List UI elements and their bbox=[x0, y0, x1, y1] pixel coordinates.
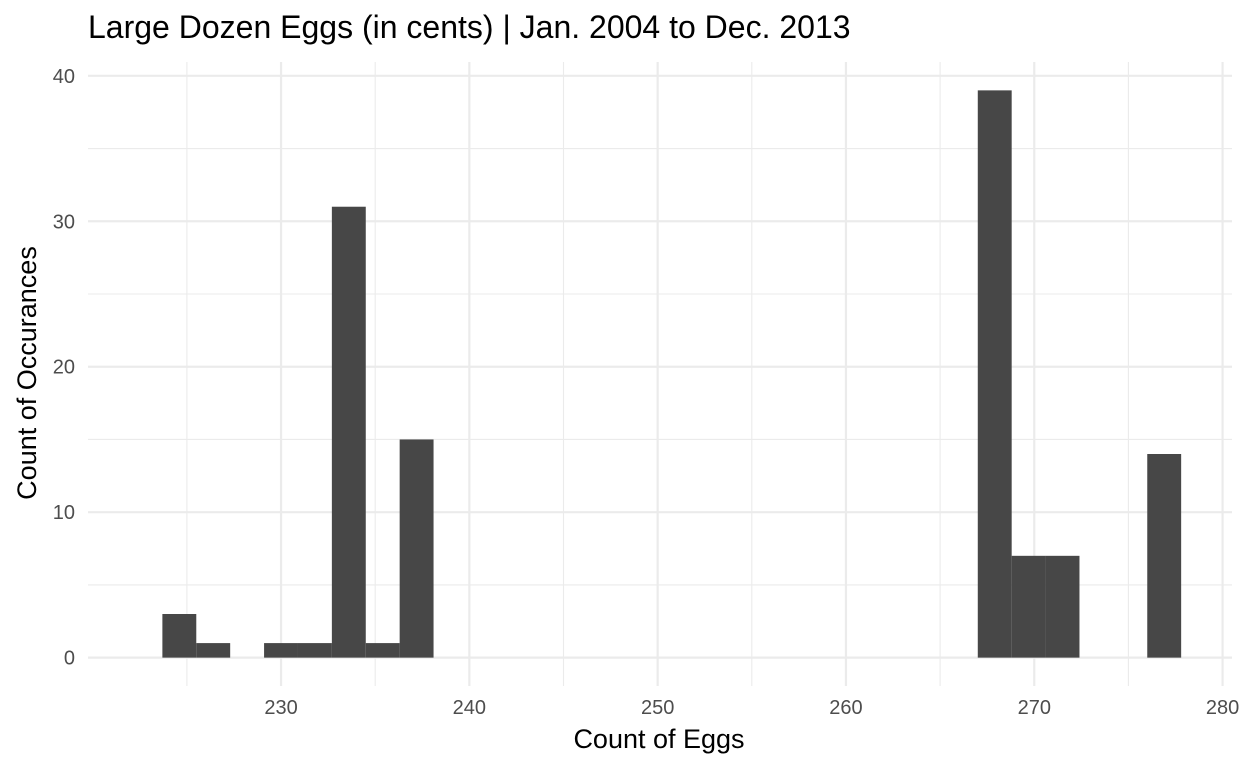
x-tick-label: 260 bbox=[829, 697, 862, 719]
y-tick-label: 0 bbox=[64, 648, 75, 670]
histogram-bar bbox=[399, 439, 434, 658]
y-tick-label: 10 bbox=[53, 502, 75, 524]
x-axis-title: Count of Eggs bbox=[573, 724, 744, 754]
histogram-bar bbox=[297, 643, 332, 658]
x-tick-label: 230 bbox=[264, 697, 297, 719]
y-axis-title: Count of Occurances bbox=[12, 246, 42, 500]
x-tick-label: 250 bbox=[641, 697, 674, 719]
x-tick-label: 280 bbox=[1206, 697, 1239, 719]
x-tick-label: 240 bbox=[453, 697, 486, 719]
histogram-bar bbox=[1045, 555, 1080, 658]
gridlines bbox=[88, 62, 1232, 686]
y-tick-label: 40 bbox=[53, 66, 75, 88]
histogram-bar bbox=[977, 90, 1012, 658]
histogram-bar bbox=[1147, 454, 1182, 658]
x-tick-label: 270 bbox=[1018, 697, 1051, 719]
histogram-bar bbox=[331, 206, 366, 658]
histogram-bar bbox=[196, 643, 231, 658]
chart-title: Large Dozen Eggs (in cents) | Jan. 2004 … bbox=[88, 9, 851, 45]
y-tick-label: 30 bbox=[53, 211, 75, 233]
histogram-bar bbox=[264, 643, 298, 658]
histogram-bar bbox=[365, 643, 400, 658]
histogram-bar bbox=[162, 614, 197, 658]
tick-labels: 230 240 250 260 270 280 0 10 20 30 40 bbox=[53, 66, 1240, 719]
bars bbox=[162, 90, 1182, 658]
y-tick-label: 20 bbox=[53, 357, 75, 379]
histogram-bar bbox=[1011, 555, 1046, 658]
